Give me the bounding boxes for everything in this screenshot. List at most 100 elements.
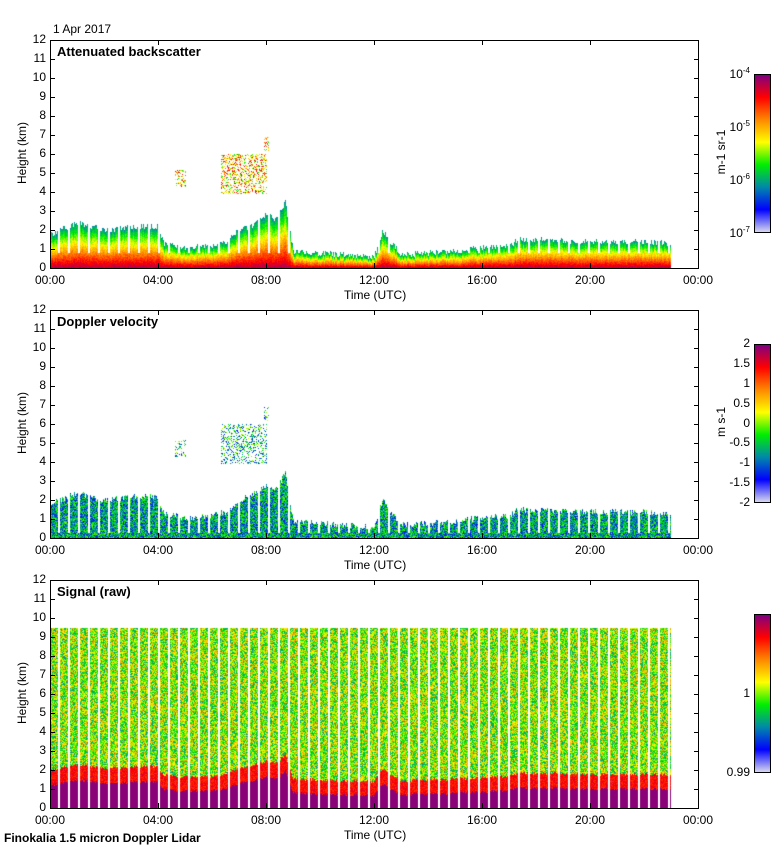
y-tick <box>50 751 55 752</box>
x-tick-label: 00:00 <box>34 273 66 287</box>
x-tick <box>698 580 699 585</box>
y-tick <box>50 154 55 155</box>
y-tick <box>50 386 55 387</box>
y-tick <box>50 443 55 444</box>
y-tick <box>50 40 55 41</box>
y-tick <box>50 424 55 425</box>
heatmap-1 <box>50 40 698 268</box>
y-tick <box>50 713 55 714</box>
y-tick <box>50 732 55 733</box>
y-tick-label: 4 <box>39 454 46 468</box>
y-tick-label: 0 <box>39 530 46 544</box>
x-tick <box>266 580 267 585</box>
y-tick-label: 11 <box>33 321 46 335</box>
y-tick-label: 6 <box>39 146 46 160</box>
y-tick-label: 12 <box>32 32 46 46</box>
y-tick <box>694 424 699 425</box>
y-tick <box>694 230 699 231</box>
x-tick <box>158 40 159 45</box>
colorbar-1 <box>754 74 771 233</box>
x-tick-label: 20:00 <box>574 273 606 287</box>
x-axis-label: Time (UTC) <box>344 288 407 302</box>
y-tick <box>50 500 55 501</box>
y-tick-label: 1 <box>39 781 46 795</box>
y-tick-label: 10 <box>32 610 46 624</box>
x-tick <box>590 310 591 315</box>
y-tick <box>694 348 699 349</box>
x-tick <box>266 263 267 268</box>
y-tick <box>50 481 55 482</box>
date-label: 1 Apr 2017 <box>53 22 112 36</box>
x-tick <box>590 533 591 538</box>
y-tick <box>694 173 699 174</box>
colorbar-tick-label: 2 <box>743 336 750 350</box>
y-tick <box>694 367 699 368</box>
y-tick <box>694 789 699 790</box>
y-tick <box>694 519 699 520</box>
heatmap-2 <box>50 310 698 538</box>
y-tick <box>694 599 699 600</box>
x-tick-label: 20:00 <box>574 543 606 557</box>
y-tick <box>694 500 699 501</box>
x-tick <box>266 310 267 315</box>
y-tick-label: 8 <box>39 378 46 392</box>
y-tick-label: 3 <box>39 473 46 487</box>
y-tick <box>694 538 699 539</box>
y-tick <box>694 116 699 117</box>
x-tick-label: 00:00 <box>682 813 714 827</box>
y-tick <box>50 192 55 193</box>
y-tick <box>50 694 55 695</box>
y-tick <box>694 656 699 657</box>
x-tick-label: 16:00 <box>466 543 498 557</box>
x-tick <box>590 580 591 585</box>
y-tick <box>694 310 699 311</box>
x-tick <box>50 40 51 45</box>
y-tick <box>50 230 55 231</box>
panel-title: Doppler velocity <box>57 314 159 329</box>
y-tick <box>694 211 699 212</box>
y-tick <box>694 751 699 752</box>
y-tick <box>50 329 55 330</box>
y-tick <box>50 310 55 311</box>
x-tick <box>698 40 699 45</box>
colorbar-tick-label: -1.5 <box>729 475 750 490</box>
y-tick <box>694 770 699 771</box>
y-tick <box>50 519 55 520</box>
y-tick <box>694 675 699 676</box>
y-tick-label: 7 <box>39 127 46 141</box>
x-tick <box>374 40 375 45</box>
x-tick <box>590 803 591 808</box>
x-tick <box>374 803 375 808</box>
colorbar-tick-label: -0.5 <box>729 435 750 450</box>
y-axis-label: Height (km) <box>15 662 29 725</box>
y-tick <box>50 599 55 600</box>
x-tick <box>698 263 699 268</box>
colorbar-tick-label: -1 <box>739 455 750 470</box>
y-tick-label: 1 <box>39 511 46 525</box>
y-axis-label: Height (km) <box>15 122 29 185</box>
y-tick <box>50 97 55 98</box>
x-tick-label: 12:00 <box>358 543 390 557</box>
y-tick-label: 0 <box>39 800 46 814</box>
colorbar-tick-label: 0.99 <box>726 765 750 779</box>
colorbar-tick-label: 10-7 <box>729 225 750 240</box>
x-tick <box>482 40 483 45</box>
y-tick-label: 7 <box>39 667 46 681</box>
x-tick-label: 04:00 <box>142 813 174 827</box>
y-tick <box>694 192 699 193</box>
x-tick-label: 12:00 <box>358 273 390 287</box>
y-tick <box>694 808 699 809</box>
x-tick <box>158 803 159 808</box>
y-tick-label: 6 <box>39 416 46 430</box>
y-tick <box>694 386 699 387</box>
y-tick <box>50 348 55 349</box>
y-tick-label: 2 <box>39 492 46 506</box>
y-tick <box>694 637 699 638</box>
y-tick-label: 9 <box>39 89 46 103</box>
colorbar-tick-label: 0 <box>743 415 750 430</box>
y-tick-label: 8 <box>39 648 46 662</box>
y-tick-label: 8 <box>39 108 46 122</box>
x-axis-label: Time (UTC) <box>344 558 407 572</box>
x-tick <box>374 533 375 538</box>
